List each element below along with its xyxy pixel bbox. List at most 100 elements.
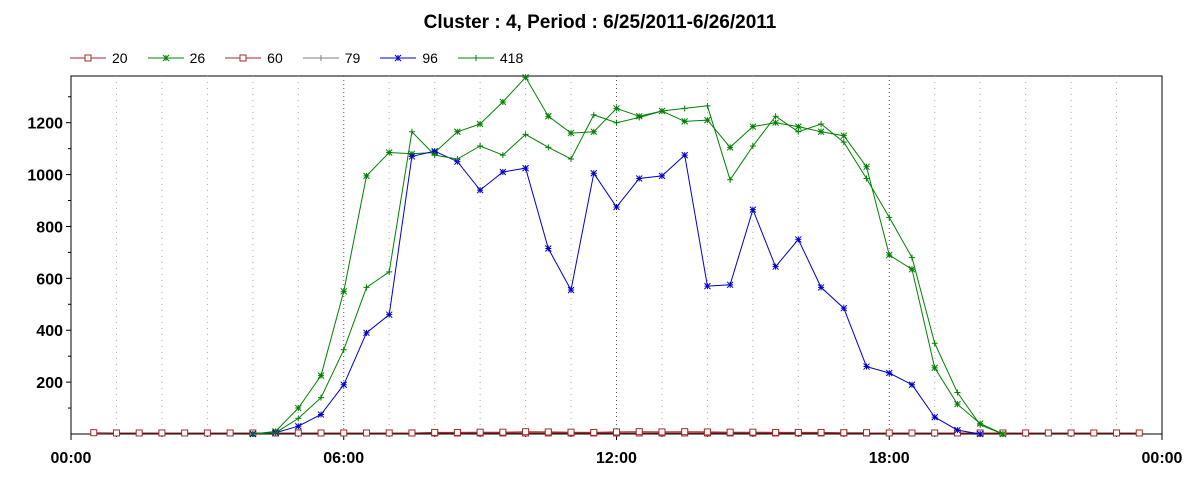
- data-point: [567, 286, 575, 294]
- data-point: [885, 369, 893, 377]
- data-point: [453, 428, 461, 436]
- data-point: [840, 132, 848, 140]
- legend-swatch: [70, 54, 106, 62]
- data-point: [408, 153, 416, 160]
- legend-swatch: [457, 55, 494, 61]
- data-point: [681, 428, 689, 436]
- data-point: [203, 429, 211, 437]
- data-point: [522, 73, 529, 81]
- data-point: [613, 203, 620, 211]
- data-point: [681, 105, 688, 112]
- data-point: [522, 164, 529, 172]
- data-point: [317, 372, 325, 379]
- legend-label: 26: [189, 50, 206, 66]
- legend-item-26: 26: [147, 50, 206, 66]
- data-point: [294, 429, 302, 437]
- data-point: [999, 431, 1006, 437]
- data-point: [567, 129, 575, 137]
- legend-item-418: 418: [457, 50, 523, 66]
- legend-swatch: [147, 54, 184, 62]
- data-point: [726, 281, 734, 289]
- data-point: [477, 143, 484, 150]
- data-point: [658, 108, 665, 115]
- data-point: [613, 105, 620, 112]
- data-point: [386, 268, 393, 275]
- data-point: [408, 429, 416, 437]
- data-point: [590, 111, 597, 118]
- data-point: [431, 147, 439, 155]
- data-point: [545, 144, 552, 151]
- data-point: [817, 428, 825, 436]
- legend-item-96: 96: [380, 50, 438, 66]
- data-point: [1113, 429, 1121, 437]
- data-point: [294, 404, 302, 412]
- data-point: [544, 428, 552, 436]
- data-point: [340, 287, 348, 295]
- data-point: [749, 143, 756, 150]
- data-point: [1022, 429, 1030, 437]
- y-tick-label: 800: [36, 219, 63, 236]
- data-point: [1044, 429, 1052, 437]
- data-point: [818, 120, 825, 127]
- plot-frame: [70, 75, 1163, 435]
- data-point: [431, 152, 438, 159]
- data-point: [522, 428, 530, 436]
- y-tick-label: 600: [36, 271, 63, 288]
- series-418: [249, 102, 1006, 437]
- data-point: [1067, 429, 1075, 437]
- y-tick-label: 1000: [27, 168, 63, 185]
- legend-label: 96: [422, 50, 438, 66]
- data-point: [544, 112, 552, 120]
- data-point: [727, 176, 734, 183]
- legend-swatch: [380, 54, 417, 62]
- data-point: [590, 169, 598, 177]
- data-point: [863, 163, 870, 171]
- data-point: [681, 118, 689, 125]
- data-point: [772, 428, 780, 436]
- legend-marker: [84, 54, 92, 62]
- legend-item-60: 60: [225, 50, 283, 66]
- data-point: [772, 263, 779, 271]
- data-point: [385, 149, 393, 156]
- data-point: [885, 251, 893, 259]
- data-point: [794, 236, 802, 243]
- data-point: [544, 245, 552, 252]
- data-point: [658, 428, 666, 436]
- y-tick-label: 200: [36, 375, 63, 392]
- data-point: [317, 429, 325, 437]
- series-line: [252, 76, 1004, 435]
- data-point: [636, 114, 643, 121]
- data-point: [931, 364, 939, 372]
- data-point: [522, 131, 529, 138]
- legend-label: 20: [112, 50, 128, 66]
- data-point: [431, 428, 439, 436]
- data-point: [1090, 429, 1098, 437]
- legend-item-20: 20: [70, 50, 128, 66]
- data-point: [476, 428, 484, 436]
- data-point: [362, 429, 370, 437]
- x-tick-label: 12:00: [596, 450, 637, 467]
- data-point: [135, 429, 143, 437]
- y-tick-label: 1200: [27, 116, 63, 133]
- data-point: [794, 123, 802, 130]
- x-tick-label: 06:00: [323, 450, 364, 467]
- data-point: [885, 429, 893, 437]
- data-point: [90, 429, 98, 437]
- data-point: [840, 304, 848, 312]
- data-point: [863, 429, 871, 437]
- data-point: [726, 428, 734, 436]
- data-point: [181, 429, 189, 437]
- legend-swatch: [302, 55, 339, 61]
- data-point: [112, 429, 120, 437]
- data-point: [567, 428, 575, 436]
- legend-label: 60: [267, 50, 283, 66]
- data-point: [272, 429, 279, 436]
- data-point: [908, 429, 916, 437]
- legend-label: 79: [344, 50, 361, 66]
- data-point: [613, 119, 620, 126]
- data-point: [613, 428, 620, 436]
- series-60: [408, 428, 871, 437]
- data-point: [454, 156, 461, 163]
- data-point: [931, 429, 939, 437]
- data-point: [295, 415, 302, 422]
